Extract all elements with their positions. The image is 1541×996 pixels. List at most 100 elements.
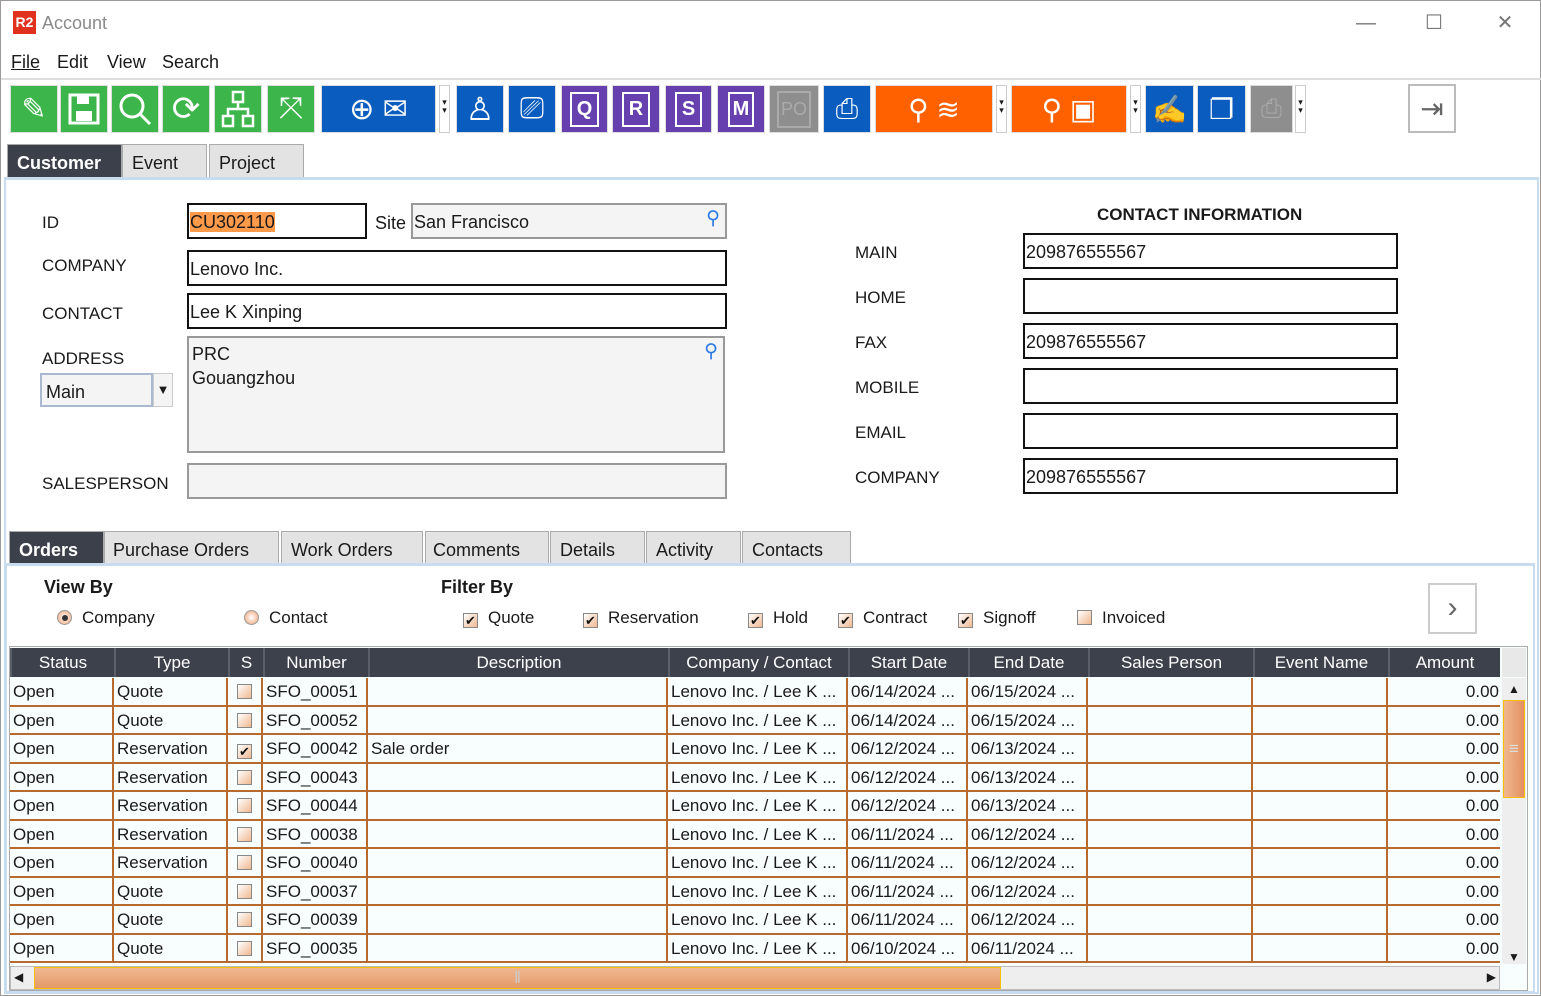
column-header-end-date[interactable]: End Date — [968, 648, 1088, 677]
search-events-dropdown[interactable]: ▾ ▾ — [996, 85, 1007, 133]
filter-hold-checkbox[interactable]: ✔ Hold — [748, 608, 808, 628]
site-field[interactable]: San Francisco ⚲ — [411, 203, 727, 239]
clear-button[interactable]: ✎ — [10, 85, 58, 133]
table-row[interactable]: Open Quote SFO_00039 Lenovo Inc. / Lee K ..… — [10, 906, 1500, 935]
person-button[interactable]: ♙ — [456, 85, 504, 133]
view-by-company-radio[interactable]: Company — [57, 608, 155, 628]
table-row[interactable]: Open Quote SFO_00052 Lenovo Inc. / Lee K ..… — [10, 706, 1500, 735]
column-header-company-contact[interactable]: Company / Contact — [668, 648, 848, 677]
search-icon[interactable]: ⚲ — [704, 341, 718, 362]
contact-company-field[interactable]: 209876555567 — [1023, 458, 1398, 494]
signoff-button[interactable]: S — [665, 85, 712, 133]
register-button[interactable]: ⎙ — [823, 85, 871, 133]
row-select-cell[interactable] — [228, 792, 263, 820]
contact-field[interactable]: Lee K Xinping — [187, 293, 727, 329]
scroll-down-arrow[interactable]: ▼ — [1508, 950, 1520, 964]
vertical-scroll-thumb[interactable]: ≡ — [1503, 700, 1525, 798]
company-field[interactable]: Lenovo Inc. — [187, 250, 727, 286]
salesperson-field[interactable] — [187, 463, 727, 499]
ticket-button[interactable]: ⎚ — [508, 85, 556, 133]
menu-edit[interactable]: Edit — [57, 52, 89, 72]
checkbox-icon[interactable] — [237, 769, 252, 785]
checkbox-icon[interactable] — [237, 712, 252, 728]
tab-work-orders[interactable]: Work Orders — [281, 531, 423, 564]
horizontal-scroll-thumb[interactable]: ‖ — [34, 967, 1001, 989]
table-row[interactable]: Open Reservation ✔ SFO_00042 Sale order Lenov… — [10, 735, 1500, 764]
row-select-cell[interactable] — [228, 906, 263, 934]
table-row[interactable]: Open Quote SFO_00037 Lenovo Inc. / Lee K ..… — [10, 877, 1500, 906]
scroll-up-arrow[interactable]: ▲ — [1508, 682, 1520, 696]
checkbox-icon[interactable] — [237, 826, 252, 842]
tab-details[interactable]: Details — [550, 531, 645, 564]
id-field[interactable]: CU302110 — [187, 203, 367, 239]
filter-reservation-checkbox[interactable]: ✔ Reservation — [583, 608, 699, 628]
tab-activity[interactable]: Activity — [646, 531, 741, 564]
column-header-status[interactable]: Status — [10, 648, 114, 677]
table-row[interactable]: Open Reservation SFO_00040 Lenovo Inc. / Le… — [10, 849, 1500, 878]
menu-view[interactable]: View — [107, 52, 146, 72]
tab-comments[interactable]: Comments — [425, 531, 549, 564]
tab-orders[interactable]: Orders — [9, 531, 104, 564]
checkbox-icon[interactable] — [237, 940, 252, 956]
scroll-right-arrow[interactable]: ▶ — [1486, 970, 1496, 984]
menu-file[interactable]: File — [11, 52, 41, 72]
column-header-description[interactable]: Description — [368, 648, 668, 677]
row-select-cell[interactable] — [228, 877, 263, 906]
address-field[interactable]: PRC Gouangzhou ⚲ — [187, 336, 725, 453]
view-by-contact-radio[interactable]: Contact — [244, 608, 328, 628]
minimize-button[interactable]: — — [1356, 12, 1376, 34]
row-select-cell[interactable]: ✔ — [228, 735, 263, 763]
row-select-cell[interactable] — [228, 934, 263, 963]
column-header-s[interactable]: S — [228, 648, 263, 677]
table-row[interactable]: Open Reservation SFO_00038 Lenovo Inc. / Le… — [10, 820, 1500, 849]
table-row[interactable]: Open Quote SFO_00035 Lenovo Inc. / Lee K ..… — [10, 934, 1500, 963]
close-button[interactable]: ✕ — [1496, 12, 1514, 34]
sign-button[interactable]: ✍ — [1145, 85, 1194, 133]
expand-button[interactable]: ⤧ — [267, 85, 315, 133]
column-header-type[interactable]: Type — [114, 648, 228, 677]
checkbox-icon[interactable] — [237, 855, 252, 870]
column-header-amount[interactable]: Amount — [1388, 648, 1500, 677]
filter-signoff-checkbox[interactable]: ✔ Signoff — [958, 608, 1036, 628]
contact-fax-field[interactable]: 209876555567 — [1023, 323, 1398, 359]
checkbox-icon[interactable] — [237, 912, 252, 927]
print-dropdown[interactable]: ▾ ▾ — [1295, 85, 1306, 133]
tab-event[interactable]: Event — [122, 144, 207, 177]
scroll-left-arrow[interactable]: ◀ — [14, 970, 24, 984]
column-header-start-date[interactable]: Start Date — [848, 648, 968, 677]
tab-contacts[interactable]: Contacts — [742, 531, 851, 564]
reservation-button[interactable]: R — [612, 85, 660, 133]
contact-email-field[interactable] — [1023, 413, 1398, 449]
table-row[interactable]: Open Quote SFO_00051 Lenovo Inc. / Lee K ..… — [10, 678, 1500, 707]
quote-button[interactable]: Q — [561, 85, 608, 133]
column-header-event-name[interactable]: Event Name — [1253, 648, 1388, 677]
search-inventory-button[interactable]: ⚲ ▣ — [1011, 85, 1127, 133]
checkbox-icon[interactable] — [237, 883, 252, 899]
table-row[interactable]: Open Reservation SFO_00043 Lenovo Inc. / Le… — [10, 763, 1500, 792]
contact-main-field[interactable]: 209876555567 — [1023, 233, 1398, 269]
search-inventory-dropdown[interactable]: ▾ ▾ — [1130, 85, 1141, 133]
vertical-scrollbar[interactable]: ▲ ≡ ▼ — [1502, 678, 1526, 964]
address-type-select[interactable]: Main — [40, 373, 153, 407]
row-select-cell[interactable] — [228, 763, 263, 792]
email-dropdown[interactable]: ▾ ▾ — [439, 85, 450, 133]
exit-button[interactable]: ⇥ — [1408, 84, 1456, 133]
row-select-cell[interactable] — [228, 706, 263, 735]
horizontal-scrollbar[interactable]: ◀ ‖ ▶ — [10, 966, 1500, 990]
maximize-button[interactable]: ☐ — [1425, 12, 1443, 34]
checkbox-icon[interactable] — [237, 684, 252, 699]
contact-home-field[interactable] — [1023, 278, 1398, 314]
menu-search[interactable]: Search — [162, 52, 220, 72]
address-type-dropdown[interactable]: ▼ — [153, 373, 173, 407]
table-row[interactable]: Open Reservation SFO_00044 Lenovo Inc. / Le… — [10, 792, 1500, 821]
filter-invoiced-checkbox[interactable]: Invoiced — [1077, 608, 1165, 628]
column-header-sales-person[interactable]: Sales Person — [1088, 648, 1253, 677]
m-button[interactable]: M — [717, 85, 765, 133]
next-button[interactable]: › — [1428, 583, 1477, 634]
hierarchy-button[interactable] — [214, 85, 262, 133]
filter-quote-checkbox[interactable]: ✔ Quote — [463, 608, 534, 628]
search-icon[interactable]: ⚲ — [706, 208, 720, 229]
tab-project[interactable]: Project — [209, 144, 304, 177]
contact-mobile-field[interactable] — [1023, 368, 1398, 404]
copy-button[interactable]: ❐ — [1197, 85, 1246, 133]
